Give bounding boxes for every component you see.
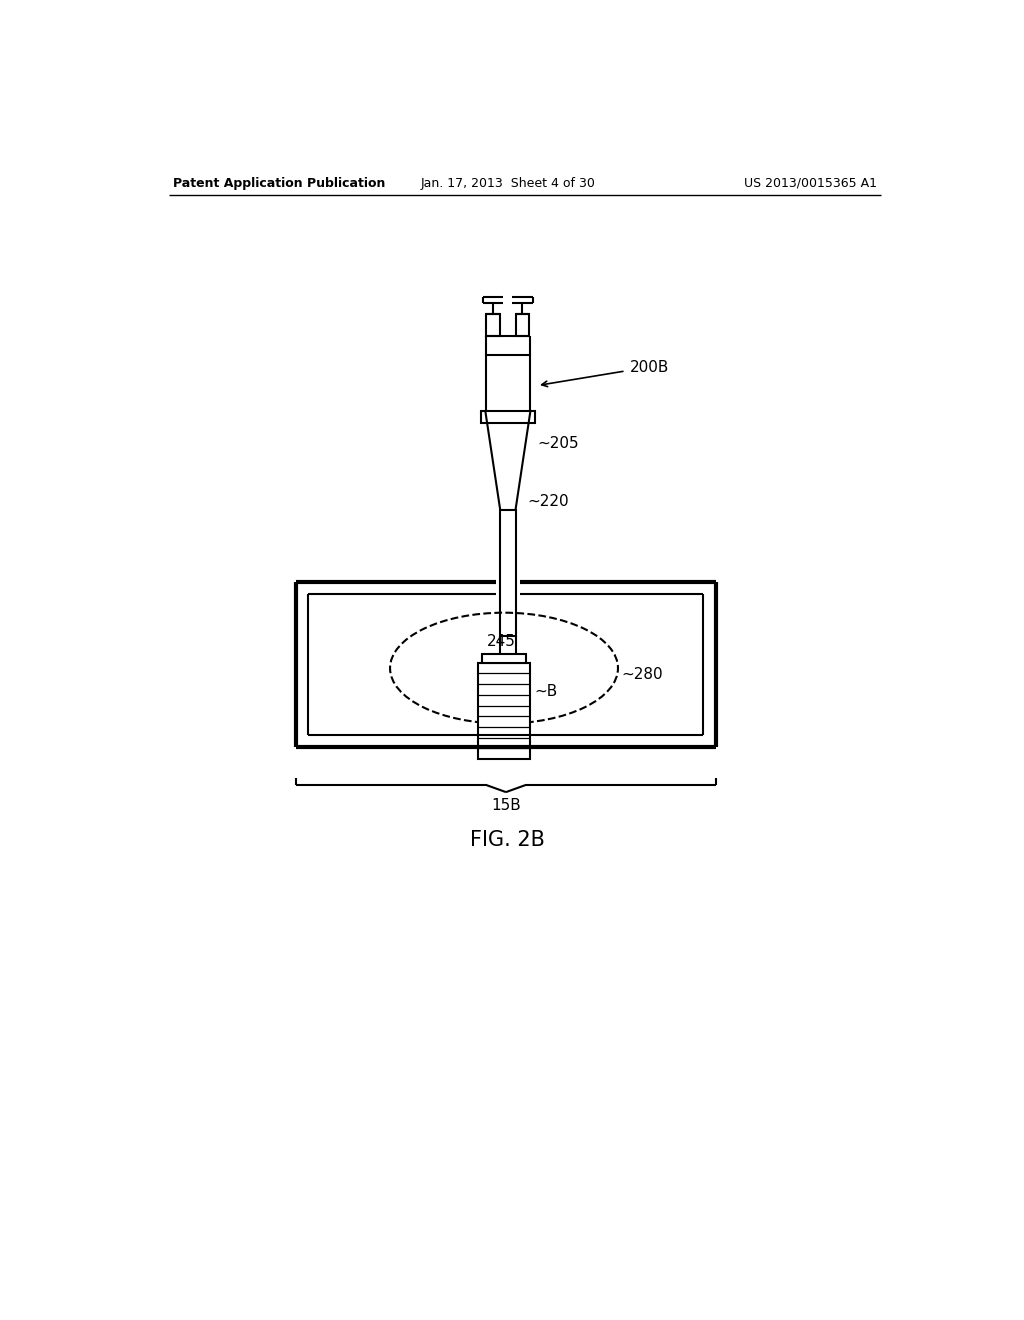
Bar (486, 314, 500, 335)
Text: US 2013/0015365 A1: US 2013/0015365 A1 (744, 177, 878, 190)
Text: ~280: ~280 (622, 667, 664, 682)
Text: 15B: 15B (492, 799, 521, 813)
Text: 200B: 200B (630, 360, 669, 375)
Bar (478, 663, 530, 759)
Text: Jan. 17, 2013  Sheet 4 of 30: Jan. 17, 2013 Sheet 4 of 30 (421, 177, 595, 190)
Text: ~B: ~B (535, 684, 558, 698)
Bar (481, 655, 526, 663)
Bar (485, 355, 530, 412)
Text: 245: 245 (487, 635, 516, 649)
Bar (481, 411, 535, 424)
Text: ~205: ~205 (538, 436, 579, 451)
Text: Patent Application Publication: Patent Application Publication (173, 177, 385, 190)
Bar (500, 510, 515, 636)
Text: ~220: ~220 (527, 494, 568, 508)
Text: FIG. 2B: FIG. 2B (470, 830, 546, 850)
Bar (515, 314, 529, 335)
